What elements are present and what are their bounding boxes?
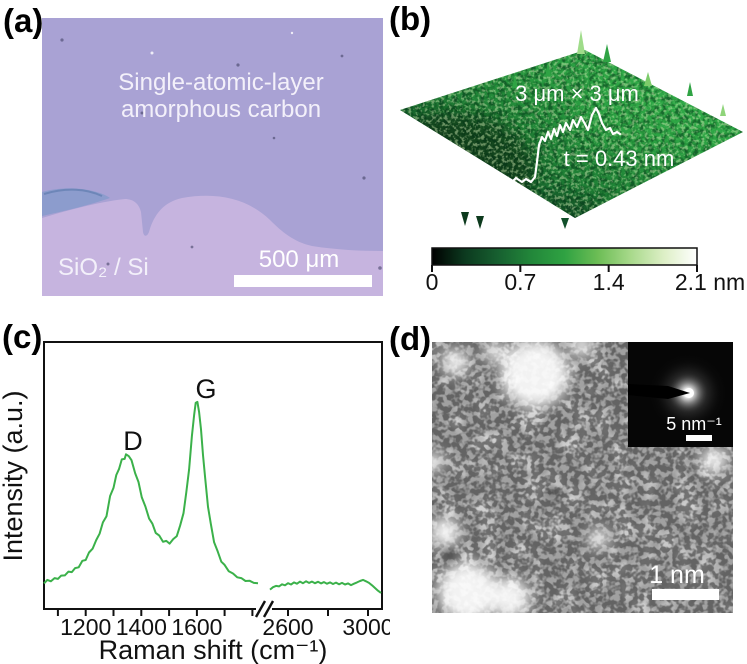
inset-scalebar-label: 5 nm⁻¹ [666,414,722,434]
panel-c-label: (c) [2,318,43,355]
x-axis-tick-label: 1200 [60,614,111,640]
substrate-label: SiO₂ / Si [58,254,149,281]
beam-stop [628,384,690,399]
raman-spectrum-curve [43,400,259,585]
colorbar-tick-label: 0.7 [504,269,536,295]
panel-c-raman-chart: 1200 1400 1600 2600 3000 D G Raman shift (cm… [0,341,390,664]
panel-a-scalebar-label: 500 μm [259,246,340,273]
scan-size-annotation: 3 μm × 3 μm [515,81,639,106]
x-axis-tick-label: 1400 [116,614,167,640]
substrate-region [42,195,383,296]
x-axis-break [254,600,275,618]
height-colorbar [431,247,698,266]
panel-a-caption-line2: amorphous carbon [121,96,321,123]
inset-scalebar [686,435,712,441]
panel-d-tem-image: 5 nm⁻¹ 1 nm [432,342,733,613]
colorbar-tick-label: 2.1 nm [675,269,745,295]
dust-specks [60,38,382,270]
colorbar-ticks: 0 0.7 1.4 2.1 nm [426,265,745,295]
afm-surface-texture [400,50,743,218]
panel-b-label: (b) [389,0,432,37]
raman-spectrum-curve [269,578,382,594]
colorbar-tick-label: 1.4 [593,269,625,295]
diffraction-inset: 5 nm⁻¹ [628,342,733,447]
height-profile-line [446,106,622,185]
panel-a-caption-line1: Single-atomic-layer [118,69,323,96]
x-axis-tick-label: 1600 [171,614,222,640]
peak-g-label: G [195,374,216,404]
thickness-annotation: t = 0.43 nm [564,146,675,171]
plot-box [43,341,383,610]
panel-a-optical-image: Single-atomic-layer amorphous carbon SiO… [42,18,383,296]
x-axis-tick-label: 2600 [262,614,313,640]
colorbar-tick-label: 0 [426,269,439,295]
x-axis-tick-label: 3000 [342,614,390,640]
y-axis-title: Intensity (a.u.) [0,390,28,561]
x-axis-title: Raman shift (cm⁻¹) [99,635,328,664]
afm-surface-spikes [461,30,726,229]
panel-d-label: (d) [389,320,432,357]
raman-plot-content: 1200 1400 1600 2600 3000 [43,400,390,640]
tem-bright-blobs [432,342,727,613]
thin-flake-wedge [42,188,110,216]
panel-d-scalebar-label: 1 nm [649,561,705,589]
panel-b-afm-image: 3 μm × 3 μm t = 0.43 nm 0 0.7 1.4 2.1 nm [400,30,745,295]
panel-d-scalebar [652,589,719,600]
panel-a-label: (a) [3,2,44,39]
bright-specks [150,31,294,55]
thin-flake-wedge-edge [43,188,103,197]
peak-d-label: D [123,426,143,456]
panel-a-scalebar [234,275,372,287]
